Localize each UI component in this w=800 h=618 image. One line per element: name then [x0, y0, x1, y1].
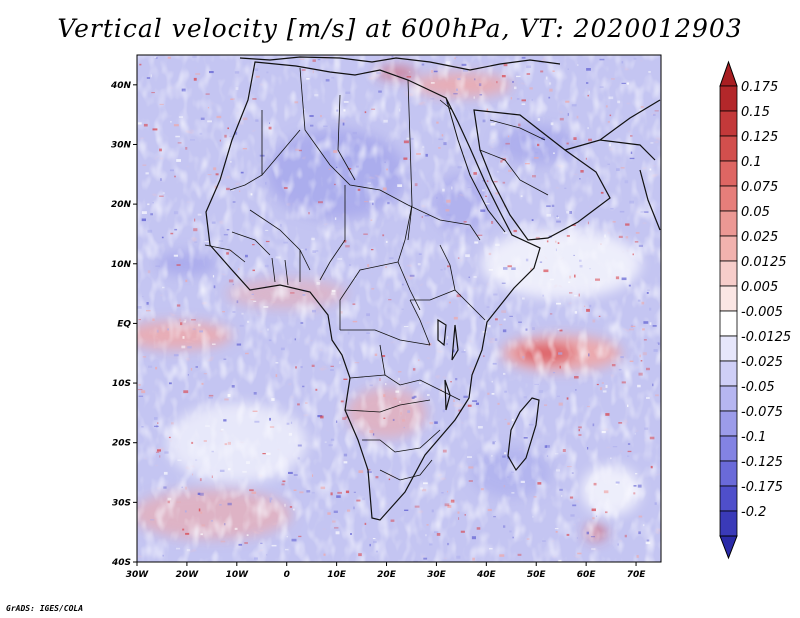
colorbar-label: -0.125	[741, 455, 783, 470]
lon-tick-label: 20E	[377, 570, 397, 580]
colorbar-swatch	[719, 485, 738, 512]
vertical-velocity-field	[137, 55, 661, 562]
colorbar-label: 0.175	[741, 80, 778, 95]
colorbar-swatch	[719, 185, 738, 212]
lat-tick-label: 30S	[112, 498, 131, 508]
colorbar-label: 0.0125	[741, 255, 787, 270]
red-sea-west	[445, 97, 506, 233]
lon-tick-label: 0	[284, 570, 290, 580]
colorbar-swatch	[719, 360, 738, 387]
grads-credit: GrADS: IGES/COLA	[6, 604, 84, 613]
colorbar-swatch	[719, 285, 738, 312]
colorbar-label: 0.1	[741, 155, 762, 170]
colorbar-under-arrow	[719, 535, 738, 560]
colorbar-swatch	[719, 385, 738, 412]
colorbar-label: 0.125	[741, 130, 778, 145]
colorbar-label: -0.025	[741, 355, 783, 370]
madagascar-outline	[507, 397, 540, 472]
colorbar-over-arrow	[719, 60, 738, 87]
colorbar-swatch	[719, 510, 738, 537]
colorbar-label: 0.15	[741, 105, 770, 120]
lon-tick-label: 30E	[427, 570, 447, 580]
lon-tick-label: 10E	[327, 570, 347, 580]
colorbar-swatch	[719, 410, 738, 437]
lon-tick-label: 50E	[527, 570, 547, 580]
colorbar-swatch	[719, 210, 738, 237]
colorbar-label: -0.0125	[741, 330, 791, 345]
colorbar-label: 0.025	[741, 230, 778, 245]
lat-tick-label: 20N	[111, 200, 132, 210]
colorbar-label: 0.075	[741, 180, 778, 195]
lat-tick-label: 10S	[112, 379, 131, 389]
lat-tick-label: 10N	[111, 260, 132, 270]
lon-tick-label: 70E	[627, 570, 647, 580]
colorbar-swatch	[719, 160, 738, 187]
lon-tick-label: 10W	[226, 570, 250, 580]
mediterranean-north-coast	[239, 56, 561, 71]
colorbar-swatch	[719, 435, 738, 462]
great-lakes	[437, 318, 459, 411]
colorbar-label: -0.2	[741, 505, 766, 520]
colorbar-swatch	[719, 85, 738, 112]
colorbar-swatch	[719, 110, 738, 137]
latitude-axis: 40N 30N 20N 10N EQ 10S 20S 30S 40S	[110, 81, 137, 568]
colorbar-swatch	[719, 460, 738, 487]
colorbar-swatch	[719, 335, 738, 362]
arabia-outline	[473, 109, 611, 241]
colorbar-swatch	[719, 260, 738, 287]
colorbar-label: -0.175	[741, 480, 783, 495]
colorbar-label: -0.005	[741, 305, 783, 320]
lat-tick-label: EQ	[117, 319, 131, 329]
longitude-axis: 30W 20W 10W 0 10E 20E 30E 40E 50E 60E 70E	[126, 562, 646, 580]
persian-gulf-coast	[564, 139, 656, 161]
lat-tick-label: 20S	[112, 439, 131, 449]
lon-tick-label: 40E	[476, 570, 497, 580]
lat-tick-label: 30N	[111, 140, 132, 150]
colorbar-swatch	[719, 310, 738, 337]
colorbar-swatch	[719, 135, 738, 162]
colorbar-label: -0.075	[741, 405, 783, 420]
lat-tick-label: 40S	[111, 558, 131, 568]
colorbar-label: -0.1	[741, 430, 766, 445]
lon-tick-label: 30W	[126, 570, 150, 580]
colorbar-label: -0.05	[741, 380, 775, 395]
colorbar: 0.175 0.15 0.125 0.1 0.075 0.05 0.025 0.0125 0.0…	[719, 60, 791, 560]
iran-coast	[599, 99, 661, 141]
coastlines-and-borders	[204, 56, 661, 521]
colorbar-label: 0.05	[741, 205, 770, 220]
india-west-coast	[639, 169, 661, 231]
country-borders	[204, 67, 549, 481]
lon-tick-label: 20W	[176, 570, 200, 580]
colorbar-label: 0.005	[741, 280, 778, 295]
colorbar-swatch	[719, 235, 738, 262]
lon-tick-label: 60E	[577, 570, 597, 580]
lat-tick-label: 40N	[110, 81, 132, 91]
plot-frame	[136, 54, 662, 563]
chart-title: Vertical velocity [m/s] at 600hPa, VT: 2…	[57, 14, 743, 43]
